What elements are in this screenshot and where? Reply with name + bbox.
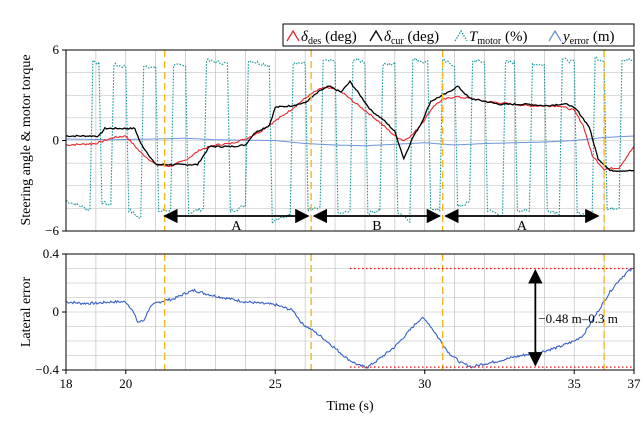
x-tick-label: 25 [269, 376, 282, 391]
segment-label: A [517, 219, 528, 234]
legend-entry: δcur (deg) [369, 29, 439, 47]
lateral-error-annotations: −0.48 m–0.3 m [350, 267, 634, 368]
x-axis-label: Time (s) [326, 399, 374, 414]
y-tick-label: 6 [53, 42, 60, 57]
segment-label: B [372, 219, 381, 234]
red-triangle-line-icon [286, 29, 300, 42]
y-tick-label: 0 [53, 304, 60, 319]
y-tick-label: 0.4 [43, 246, 60, 261]
y-tick-label: −0.4 [35, 362, 59, 377]
segment-label: A [231, 219, 242, 234]
top-y-axis-label: Steering angle & motor torque [19, 54, 34, 225]
x-tick-label: 20 [119, 376, 132, 391]
x-tick-label: 37 [628, 376, 642, 391]
y-error-line [66, 135, 634, 147]
legend-entry: δdes (deg) [286, 29, 357, 47]
x-tick-label: 30 [418, 376, 431, 391]
x-tick-label: 35 [568, 376, 581, 391]
black-triangle-line-icon [369, 29, 383, 42]
legend-text: yerror (m) [561, 29, 615, 47]
legend-text: Tmotor (%) [469, 29, 527, 47]
legend-entry: yerror (m) [548, 29, 615, 47]
y-tick-label: 0 [53, 133, 60, 148]
teal-dotted-triangle-line-icon [454, 29, 468, 42]
tick-labels: 6 0 −6 0.4 0 −0.418 20 25 30 35 37 [35, 42, 641, 391]
range-label: −0.48 m–0.3 m [538, 311, 618, 326]
y-tick-label: −6 [45, 223, 59, 238]
legend: δdes (deg) δcur (deg) Tmotor (%) yerror (m) [282, 23, 635, 47]
delta-cur-line [66, 79, 634, 173]
legend-entry: Tmotor (%) [454, 29, 527, 47]
x-tick-label: 18 [60, 376, 73, 391]
bottom-y-axis-label: Lateral error [19, 276, 34, 347]
legend-text: δcur (deg) [384, 29, 439, 47]
blue-triangle-line-icon [548, 29, 562, 42]
event-markers [163, 50, 605, 370]
legend-text: δdes (deg) [301, 29, 357, 47]
